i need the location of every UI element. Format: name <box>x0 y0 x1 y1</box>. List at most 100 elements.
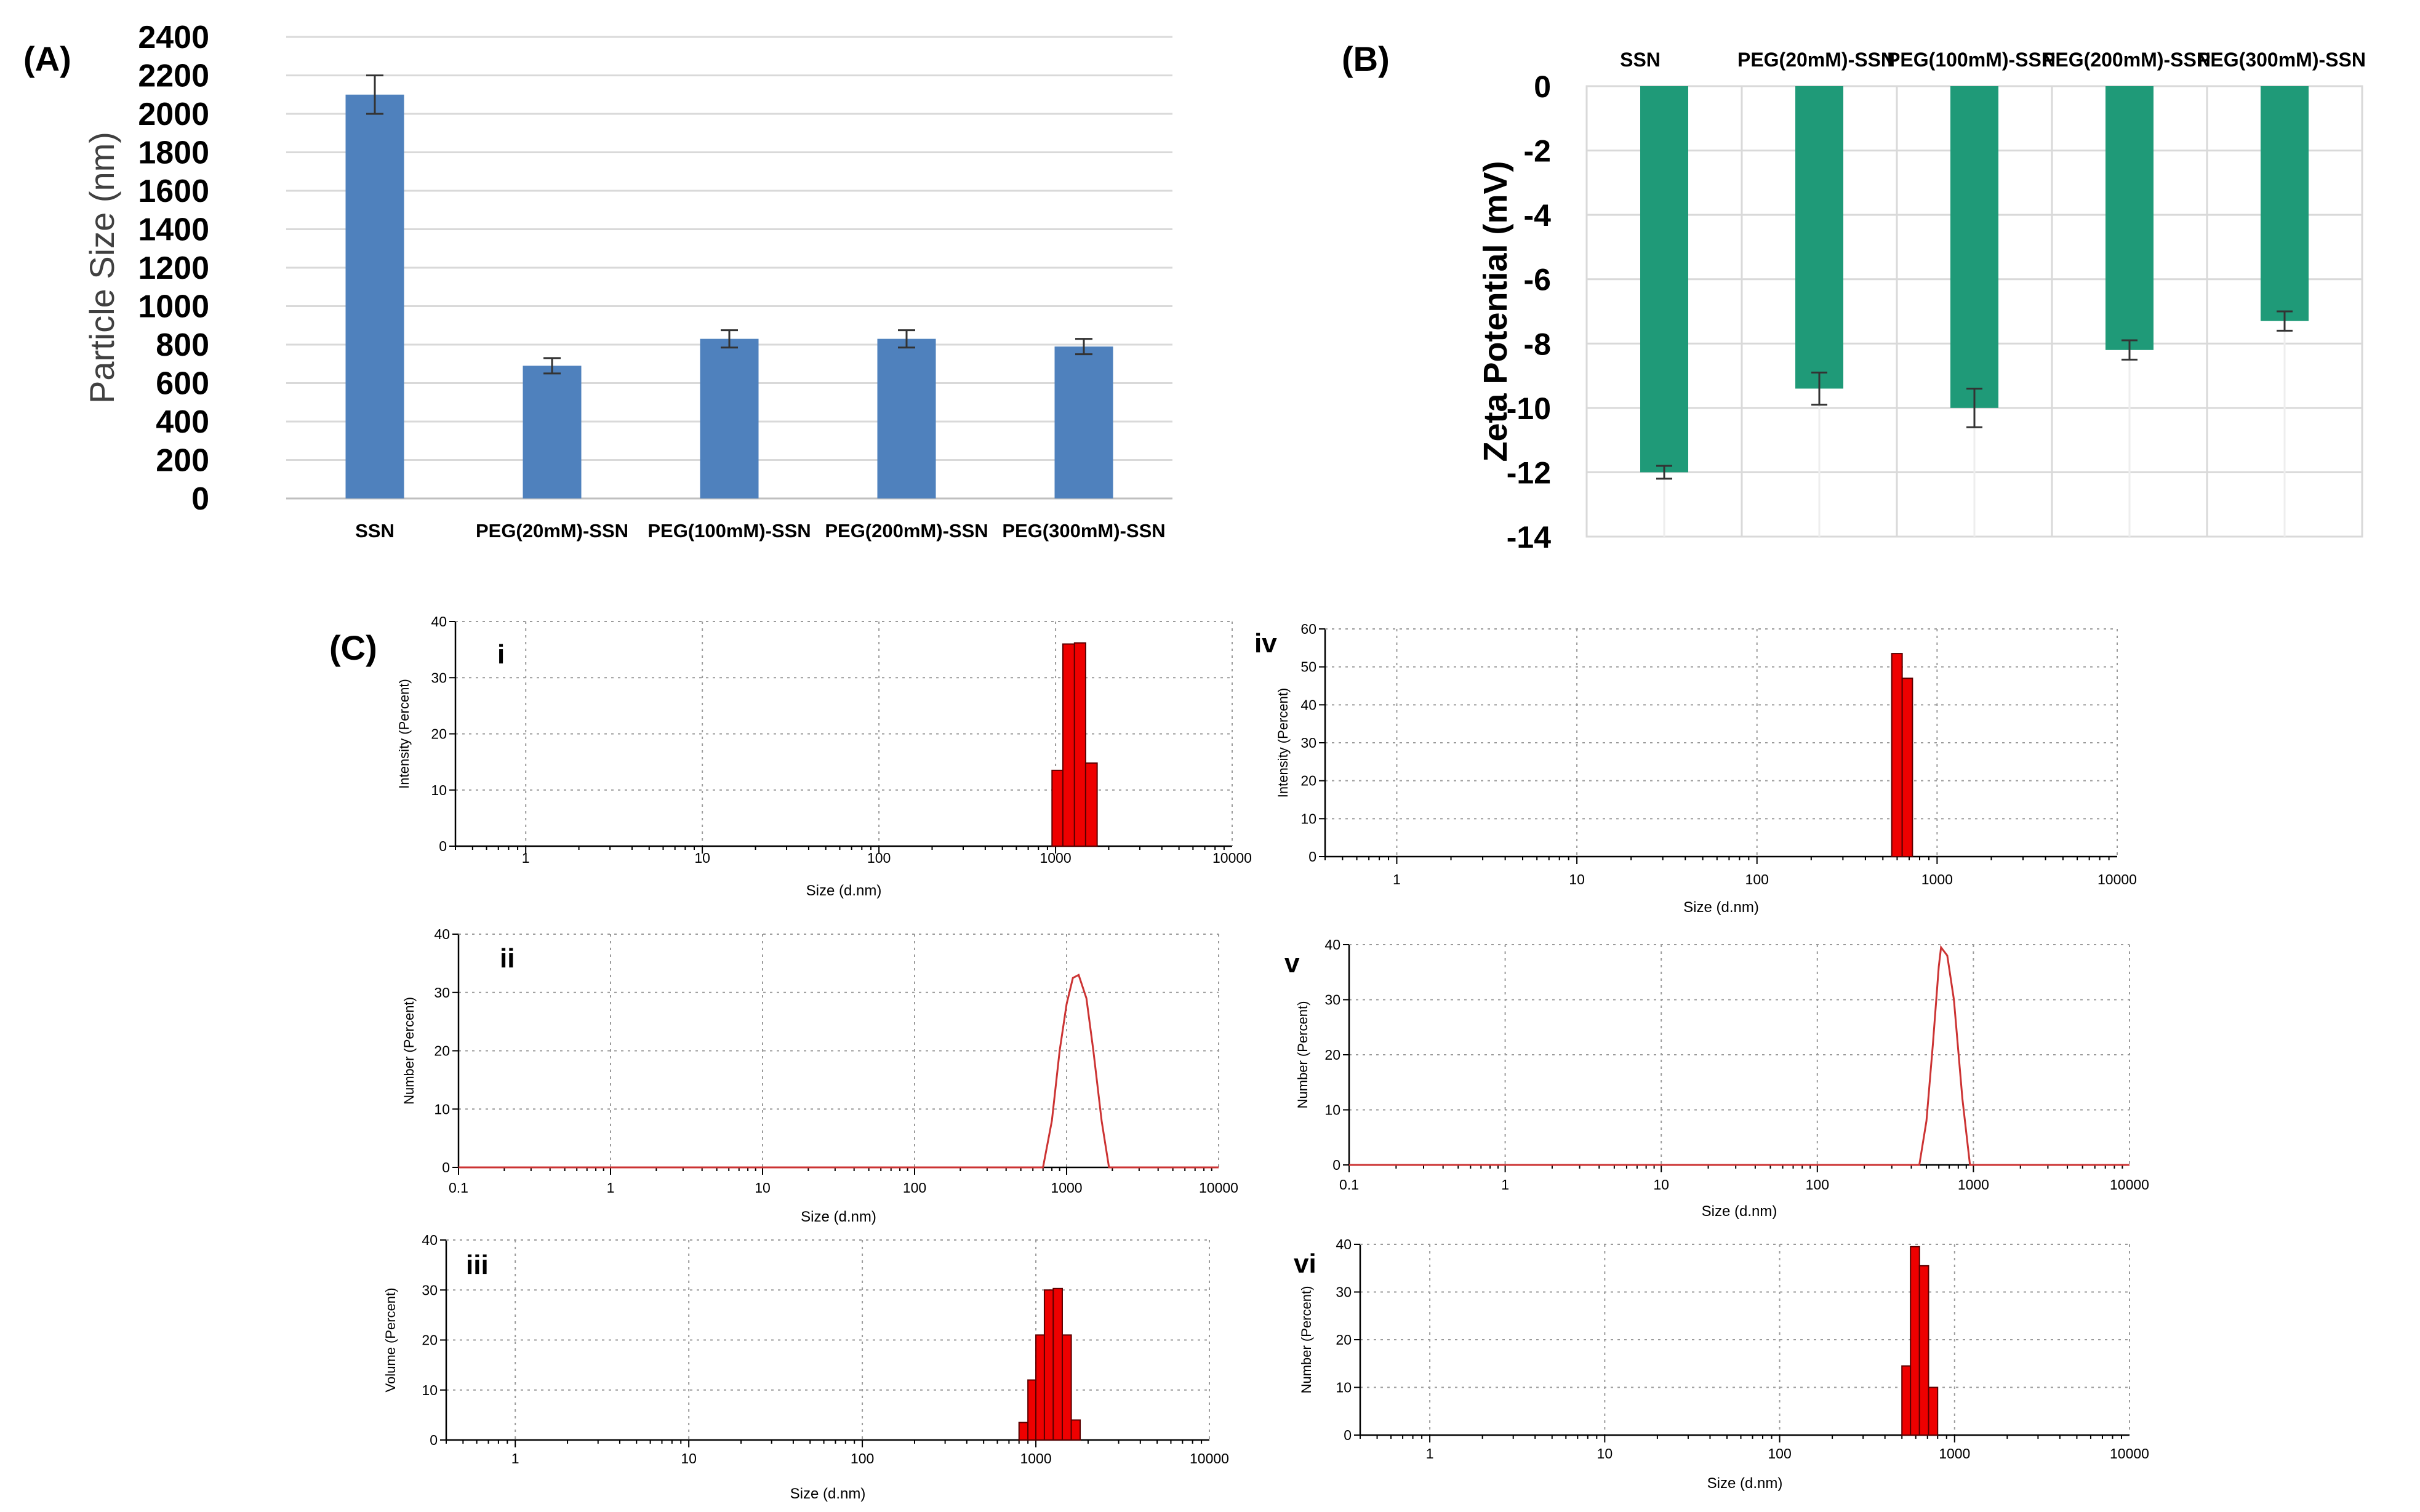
dls-xtick: 10000 <box>2110 1446 2149 1462</box>
dls-xtick: 1000 <box>1958 1177 1989 1193</box>
dls-xtick: 10000 <box>1199 1180 1238 1196</box>
dls-subplot-label: i <box>497 639 505 670</box>
panel-a-category-label: PEG(200mM)-SSN <box>825 520 988 542</box>
dls-bar <box>1918 1265 1929 1436</box>
dls-ytick: 10 <box>1324 1102 1340 1118</box>
dls-ytick: 30 <box>431 670 447 686</box>
dls-ytick: 10 <box>422 1382 438 1398</box>
panel-a-category-label: SSN <box>355 520 395 542</box>
dls-bar <box>1027 1379 1037 1441</box>
panel-a-ylabel: Particle Size (nm) <box>82 132 121 404</box>
dls-bar <box>1061 1334 1072 1441</box>
dls-xlabel: Size (d.nm) <box>801 1209 876 1225</box>
dls-xtick: 0.1 <box>449 1180 468 1196</box>
panel-a-ytick: 1200 <box>138 250 209 286</box>
panel-a-ytick: 2400 <box>138 20 209 55</box>
panel-b-category-label: SSN <box>1620 49 1661 71</box>
dls-xtick: 1 <box>522 850 530 866</box>
dls-xlabel: Size (d.nm) <box>1702 1203 1777 1220</box>
dls-ytick: 20 <box>431 726 447 742</box>
panel-a: (A) 0200400600800100012001400160018002000… <box>23 20 1172 542</box>
dls-bar <box>1051 769 1064 847</box>
panel-a-bar <box>1054 346 1113 498</box>
dls-xtick: 100 <box>903 1180 926 1196</box>
dls-ytick: 0 <box>1308 849 1316 865</box>
panel-b-category-label: PEG(100mM)-SSN <box>1887 49 2056 71</box>
panel-b-label: (B) <box>1342 39 1390 78</box>
dls-xtick: 100 <box>1806 1177 1829 1193</box>
dls-xtick: 10 <box>755 1180 771 1196</box>
panel-a-ytick: 1600 <box>138 174 209 209</box>
dls-xtick: 10 <box>681 1450 697 1466</box>
dls-ytick: 40 <box>1300 697 1316 713</box>
panel-a-ytick: 2000 <box>138 97 209 132</box>
dls-xtick: 1 <box>1501 1177 1509 1193</box>
dls-ytick: 40 <box>1336 1236 1352 1252</box>
panel-a-ytick: 400 <box>156 404 209 440</box>
dls-xtick: 1 <box>1426 1446 1434 1462</box>
dls-ytick: 30 <box>1336 1284 1352 1300</box>
dls-bar <box>1073 642 1086 847</box>
dls-xtick: 10000 <box>2097 871 2137 887</box>
dls-subplot-label: ii <box>500 943 515 974</box>
dls-ytick: 30 <box>1324 992 1340 1008</box>
panel-a-label: (A) <box>23 39 71 78</box>
dls-ylabel: Volume (Percent) <box>383 1288 398 1393</box>
dls-xtick: 1 <box>511 1450 519 1466</box>
dls-bar <box>1891 653 1903 858</box>
panel-b-ytick: 0 <box>1534 70 1551 104</box>
dls-xtick: 10000 <box>1212 850 1252 866</box>
panel-b-bar <box>2261 86 2309 321</box>
panel-b-ytick: -6 <box>1524 263 1551 297</box>
dls-ytick: 40 <box>422 1232 438 1248</box>
panel-b-ytick: -12 <box>1507 455 1551 490</box>
panel-a-bar <box>523 366 582 498</box>
panel-a-bar <box>345 94 404 498</box>
dls-xlabel: Size (d.nm) <box>1707 1475 1783 1492</box>
dls-xtick: 10000 <box>1190 1450 1229 1466</box>
panel-a-bar <box>877 338 936 498</box>
dls-ytick: 40 <box>431 614 447 630</box>
panel-b-bar <box>1950 86 1998 408</box>
panel-b-ytick: -2 <box>1524 134 1551 169</box>
dls-ytick: 40 <box>1324 937 1340 953</box>
dls-bar <box>1035 1334 1045 1441</box>
dls-ytick: 10 <box>1300 810 1316 826</box>
dls-ytick: 20 <box>1336 1332 1352 1348</box>
panel-b-ytick: -14 <box>1507 520 1551 554</box>
dls-bar <box>1910 1246 1920 1436</box>
dls-ytick: 30 <box>434 985 450 1001</box>
dls-ytick: 10 <box>431 782 447 798</box>
dls-subplot-label: iv <box>1254 628 1277 658</box>
dls-xtick: 1000 <box>1921 871 1953 887</box>
dls-xtick: 1000 <box>1939 1446 1970 1462</box>
dls-ylabel: Number (Percent) <box>1295 1001 1310 1109</box>
dls-line <box>459 974 1219 1169</box>
panel-a-ytick: 1000 <box>138 289 209 325</box>
panel-a-ytick: 200 <box>156 443 209 479</box>
panel-b-ytick: -4 <box>1524 198 1552 233</box>
panel-a-ytick: 2200 <box>138 58 209 94</box>
panel-a-ytick: 0 <box>191 481 209 517</box>
dls-xtick: 1000 <box>1051 1180 1082 1196</box>
dls-line <box>1349 945 2130 1166</box>
dls-subplot-iii: 1 10 100 1000 10000 0 10 20 30 40 iii Size (d.nm) Vo… <box>383 1232 1229 1502</box>
panel-b-category-label: PEG(20mM)-SSN <box>1737 49 1895 71</box>
dls-ytick: 0 <box>1344 1427 1352 1443</box>
dls-xlabel: Size (d.nm) <box>790 1486 866 1502</box>
dls-xtick: 0.1 <box>1339 1177 1359 1193</box>
dls-bar <box>1084 762 1098 847</box>
dls-subplot-vi: 1 10 100 1000 10000 0 10 20 30 40 vi Size (d.nm) Num… <box>1294 1236 2149 1492</box>
dls-bar <box>1052 1287 1063 1441</box>
panel-a-category-label: PEG(300mM)-SSN <box>1002 520 1165 542</box>
dls-ytick: 30 <box>1300 735 1316 751</box>
dls-subplot-iv: 1 10 100 1000 10000 0 10 20 30 40 50 60 iv Size (d.nm… <box>1254 621 2137 916</box>
dls-xtick: 10000 <box>2110 1177 2149 1193</box>
panel-a-ytick: 1400 <box>138 212 209 248</box>
dls-ytick: 30 <box>422 1282 438 1298</box>
panel-b-bar <box>1795 86 1843 389</box>
dls-ytick: 0 <box>442 1159 450 1175</box>
dls-ytick: 20 <box>422 1332 438 1348</box>
panel-a-ytick: 1800 <box>138 135 209 171</box>
